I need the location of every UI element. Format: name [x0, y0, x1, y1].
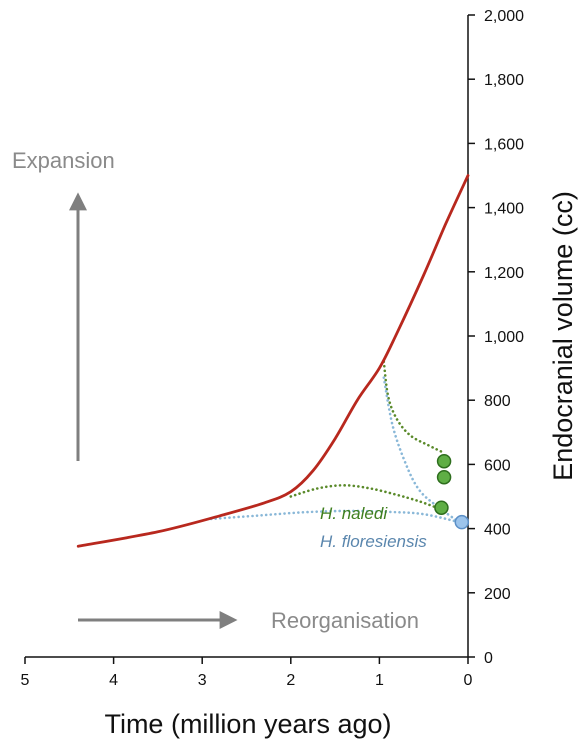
expansion-label: Expansion	[12, 148, 115, 173]
x-tick-label: 2	[286, 672, 295, 689]
y-tick-label: 1,800	[484, 72, 524, 89]
floresiensis-label: H. floresiensis	[320, 532, 427, 551]
y-tick-label: 0	[484, 650, 493, 667]
data-point	[436, 453, 452, 469]
x-ticks: 5 4 3 2 1 0	[21, 657, 473, 689]
points-layer	[434, 453, 470, 530]
dotted-trend-line	[289, 483, 439, 509]
y-axis-title: Endocranial volume (cc)	[548, 191, 578, 481]
y-tick-label: 1,400	[484, 201, 524, 218]
y-tick-label: 1,200	[484, 265, 524, 282]
dotted-trend-line	[382, 360, 443, 453]
data-point	[434, 500, 449, 515]
dotted-trend-line	[209, 509, 461, 524]
y-tick-label: 200	[484, 586, 511, 603]
x-tick-label: 3	[198, 672, 207, 689]
x-tick-label: 4	[109, 672, 118, 689]
y-tick-label: 2,000	[484, 8, 524, 25]
y-ticks: 0 200 400 600 800 1,000 1,200 1,400 1,600 1,800 2,…	[468, 8, 524, 667]
data-point	[436, 469, 452, 485]
y-tick-label: 600	[484, 457, 511, 474]
y-tick-label: 400	[484, 522, 511, 539]
x-tick-label: 0	[464, 672, 473, 689]
naledi-label: H. naledi	[320, 504, 388, 523]
series-layer	[76, 174, 470, 548]
reorganisation-label: Reorganisation	[271, 608, 419, 633]
y-tick-label: 1,000	[484, 329, 524, 346]
y-tick-label: 1,600	[484, 136, 524, 153]
x-tick-label: 1	[375, 672, 384, 689]
main-trend-line	[76, 174, 470, 548]
x-axis-title: Time (million years ago)	[104, 709, 391, 739]
y-tick-label: 800	[484, 393, 511, 410]
data-point	[454, 514, 470, 530]
dotted-trend-line	[382, 376, 461, 524]
x-tick-label: 5	[21, 672, 30, 689]
